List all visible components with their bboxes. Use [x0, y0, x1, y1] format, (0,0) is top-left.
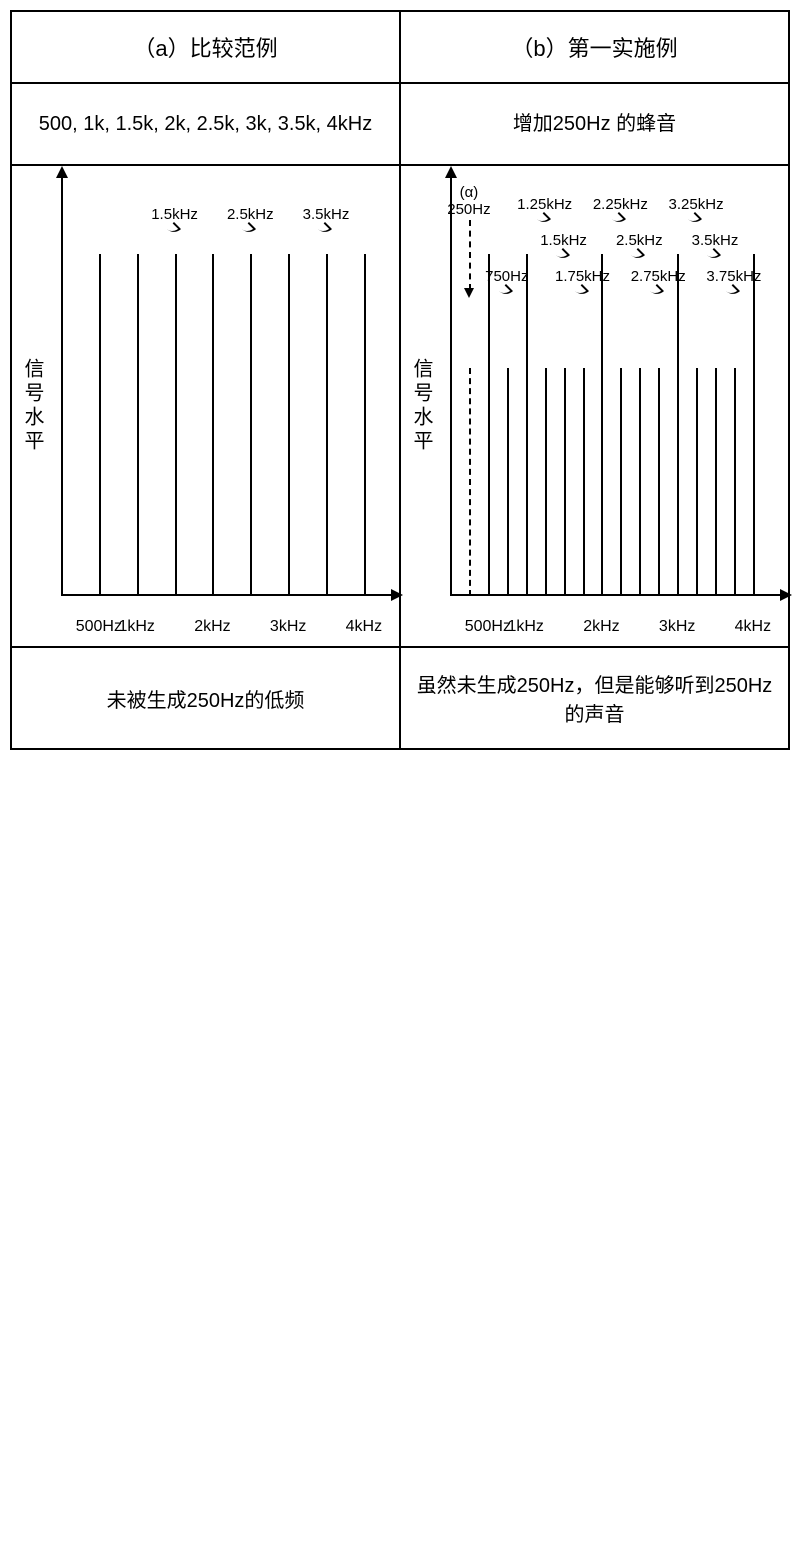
spectrum-bar — [469, 368, 471, 596]
bar-top-label: 2.25kHz — [593, 196, 648, 213]
right-caption: 虽然未生成250Hz，但是能够听到250Hz的声音 — [409, 669, 780, 727]
bar-top-label: 3.5kHz — [692, 232, 739, 249]
bar-top-label: 2.5kHz — [227, 206, 274, 223]
right-title: （b）第一实施例 — [511, 31, 677, 63]
spectrum-bar — [364, 254, 366, 596]
label-connector — [574, 284, 588, 298]
x-axis — [61, 594, 393, 596]
label-connector — [726, 284, 740, 298]
label-connector — [631, 248, 645, 262]
x-tick-label: 3kHz — [270, 618, 306, 636]
x-tick-label: 2kHz — [583, 618, 619, 636]
label-connector — [688, 212, 702, 226]
left-caption-cell: 未被生成250Hz的低频 — [12, 648, 401, 748]
x-tick-label: 3kHz — [659, 618, 695, 636]
chart-row: 信号水平 500Hz1kHz1.5kHz2kHz2.5kHz3kHz3.5kHz… — [12, 166, 788, 648]
spectrum-bar — [734, 368, 736, 596]
spectrum-bar — [658, 368, 660, 596]
x-tick-label: 2kHz — [194, 618, 230, 636]
spectrum-bar — [583, 368, 585, 596]
y-axis — [61, 176, 63, 596]
label-connector — [166, 222, 180, 236]
left-title-cell: （a）比较范例 — [12, 12, 401, 82]
spectrum-bar — [137, 254, 139, 596]
x-tick-label: 4kHz — [346, 618, 382, 636]
spectrum-bar — [715, 368, 717, 596]
spectrum-bar — [507, 368, 509, 596]
spectrum-bar — [753, 254, 755, 596]
spectrum-bar — [677, 254, 679, 596]
label-connector — [318, 222, 332, 236]
x-axis — [450, 594, 782, 596]
spectrum-bar — [250, 254, 252, 596]
left-title: （a）比较范例 — [133, 31, 277, 63]
left-chart-cell: 信号水平 500Hz1kHz 1.5kHz 2kHz 2.5kHz 3kHz 3.5kHz… — [12, 166, 401, 646]
spectrum-bar — [326, 254, 328, 596]
subtitle-row: 500, 1k, 1.5k, 2k, 2.5k, 3k, 3.5k, 4kHz … — [12, 84, 788, 166]
left-caption: 未被生成250Hz的低频 — [107, 684, 305, 713]
caption-row: 未被生成250Hz的低频 虽然未生成250Hz，但是能够听到250Hz的声音 — [12, 648, 788, 748]
bar-top-label: 750Hz — [485, 268, 528, 285]
label-connector — [555, 248, 569, 262]
left-subtitle-cell: 500, 1k, 1.5k, 2k, 2.5k, 3k, 3.5k, 4kHz — [12, 84, 401, 164]
bar-top-label: 1.5kHz — [540, 232, 587, 249]
x-tick-label: 1kHz — [507, 618, 543, 636]
bar-top-label: 1.25kHz — [517, 196, 572, 213]
right-subtitle-cell: 增加250Hz 的蜂音 — [401, 84, 788, 164]
comparison-table: （a）比较范例 （b）第一实施例 500, 1k, 1.5k, 2k, 2.5k… — [10, 10, 790, 750]
y-axis — [450, 176, 452, 596]
bar-top-label: 2.5kHz — [616, 232, 663, 249]
label-connector — [612, 212, 626, 226]
right-plot: 500Hz750Hz1kHz1.25kHz1.5kHz1.75kHz2kHz2.… — [440, 176, 782, 636]
x-tick-label: 1kHz — [118, 618, 154, 636]
right-subtitle: 增加250Hz 的蜂音 — [513, 111, 676, 137]
right-title-cell: （b）第一实施例 — [401, 12, 788, 82]
spectrum-bar — [288, 254, 290, 596]
spectrum-bar — [545, 368, 547, 596]
left-ylabel: 信号水平 — [18, 176, 51, 636]
title-row: （a）比较范例 （b）第一实施例 — [12, 12, 788, 84]
x-tick-label: 4kHz — [735, 618, 771, 636]
alpha-arrow — [469, 220, 471, 290]
spectrum-bar — [99, 254, 101, 596]
spectrum-bar — [601, 254, 603, 596]
label-connector — [499, 284, 513, 298]
spectrum-bar — [526, 254, 528, 596]
label-connector — [242, 222, 256, 236]
alpha-label: (α) 250Hz — [447, 184, 490, 218]
right-chart-cell: 信号水平 500Hz750Hz1kHz1.25kHz1.5kHz1.75kHz2… — [401, 166, 788, 646]
right-ylabel: 信号水平 — [407, 176, 440, 636]
bar-top-label: 1.5kHz — [151, 206, 198, 223]
label-connector — [537, 212, 551, 226]
bar-top-label: 3.25kHz — [669, 196, 724, 213]
x-tick-label: 500Hz — [465, 618, 511, 636]
spectrum-bar — [488, 254, 490, 596]
alpha-arrow-head — [464, 288, 474, 298]
spectrum-bar — [620, 368, 622, 596]
spectrum-bar — [212, 254, 214, 596]
spectrum-bar — [564, 368, 566, 596]
right-caption-cell: 虽然未生成250Hz，但是能够听到250Hz的声音 — [401, 648, 788, 748]
left-subtitle: 500, 1k, 1.5k, 2k, 2.5k, 3k, 3.5k, 4kHz — [39, 111, 373, 137]
x-tick-label: 500Hz — [76, 618, 122, 636]
spectrum-bar — [639, 368, 641, 596]
bar-top-label: 3.5kHz — [303, 206, 350, 223]
left-plot: 500Hz1kHz 1.5kHz 2kHz 2.5kHz 3kHz 3.5kHz 4kHz — [51, 176, 393, 636]
spectrum-bar — [175, 254, 177, 596]
label-connector — [650, 284, 664, 298]
spectrum-bar — [696, 368, 698, 596]
label-connector — [707, 248, 721, 262]
